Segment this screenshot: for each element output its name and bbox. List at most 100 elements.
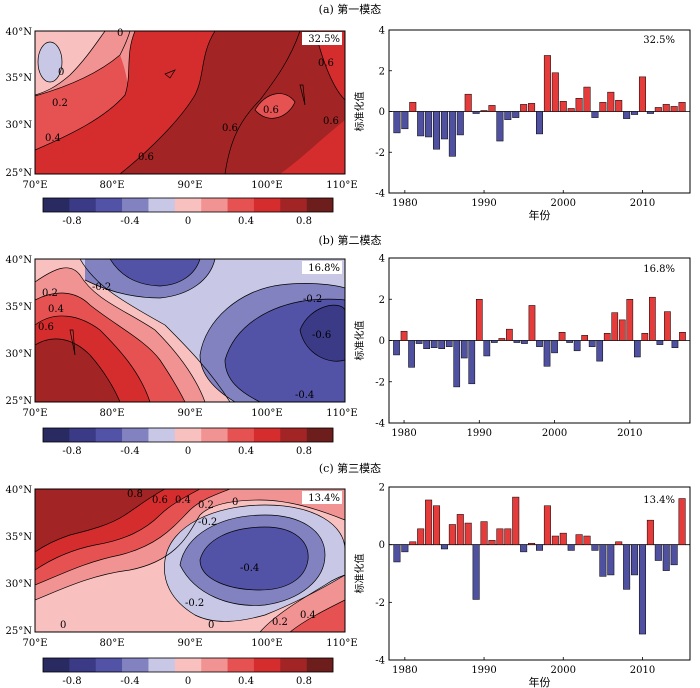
colorbar-tick: 0.4: [238, 676, 254, 687]
contour-label: 0: [60, 620, 66, 631]
colorbar-swatch: [122, 198, 149, 212]
colorbar-swatch: [174, 658, 202, 672]
map-c-field-se2: [290, 600, 345, 632]
bar: [520, 104, 528, 112]
bar: [440, 544, 448, 550]
colorbar-frame: [42, 427, 334, 443]
colorbar-tick: -0.8: [62, 216, 81, 227]
bar: [433, 111, 441, 150]
map-xtick: 110°E: [326, 408, 357, 419]
plot-frame: [388, 486, 691, 661]
map-xtick: 90°E: [177, 638, 202, 649]
bar: [409, 541, 417, 545]
panel-b: (b) 第二模态: [6, 233, 691, 457]
colorbar-swatch: [43, 428, 70, 442]
bar: [448, 524, 456, 545]
x-tick-label: 1990: [467, 428, 492, 439]
colorbar-swatch: [253, 658, 281, 672]
map-b: -0.2 -0.2 0.2 0.4 0.6 -0.6 -0.4 16.8% 40…: [6, 255, 358, 419]
contour-label: 0.4: [300, 610, 316, 621]
bar: [633, 340, 641, 358]
contour-label: 0.4: [175, 495, 191, 506]
panel-b-title: (b) 第二模态: [318, 233, 381, 247]
bar: [468, 340, 476, 385]
map-b-xticks: 70°E 80°E 90°E 100°E 110°E: [22, 408, 357, 419]
map-c-xticks: 70°E 80°E 90°E 100°E 110°E: [22, 638, 357, 649]
colorbar-tick: 0: [185, 676, 191, 687]
bar: [607, 91, 615, 112]
colorbar-swatch: [280, 198, 307, 212]
colorbar-swatch: [227, 428, 255, 442]
bar: [596, 340, 604, 362]
contour-label: 0: [117, 28, 123, 39]
y-tick-label: -2: [375, 377, 385, 388]
colorbar-swatch: [280, 428, 307, 442]
map-a-field-core: [120, 31, 300, 174]
bar: [543, 340, 551, 367]
colorbar-swatch: [174, 198, 202, 212]
contour-label: 0.6: [138, 152, 154, 163]
colorbar-tick: -0.4: [120, 446, 139, 457]
map-ytick: 25°N: [6, 626, 33, 637]
bar: [559, 101, 567, 112]
map-xtick: 90°E: [177, 408, 202, 419]
bar: [408, 340, 415, 368]
bar: [551, 340, 558, 354]
bar: [566, 340, 573, 343]
map-ytick: 30°N: [6, 579, 33, 590]
colorbar-swatch: [43, 198, 70, 212]
map-ytick: 25°N: [6, 168, 33, 179]
y-tick-label: 0: [379, 540, 385, 551]
colorbar-tick: 0.4: [238, 446, 254, 457]
contour-label: 0.2: [52, 98, 68, 109]
bar: [662, 104, 670, 112]
colorbar-swatch: [95, 428, 123, 442]
bar: [448, 111, 456, 157]
x-tick-label: 1980: [391, 428, 416, 439]
contour-label: 0.6: [222, 123, 238, 134]
map-c-yticks: 40°N 35°N 30°N 25°N: [6, 485, 33, 637]
map-b-field-pos08: [35, 338, 120, 402]
bar: [409, 102, 417, 112]
bar: [603, 333, 611, 341]
map-xtick: 80°E: [99, 638, 124, 649]
contour-label: -0.4: [240, 563, 259, 574]
bar: [638, 76, 646, 112]
bar: [393, 111, 401, 134]
contour-label: 0: [58, 67, 64, 78]
map-c: 0.8 0.6 0.4 0.2 0 -0.2 -0.4 -0.2 0.2 0.4…: [6, 485, 358, 649]
map-a-variance: 32.5%: [308, 34, 340, 45]
bar: [400, 330, 408, 341]
contour-label: -0.6: [312, 330, 331, 341]
x-tick-label: 2000: [542, 428, 567, 439]
contour-label: 0.6: [152, 495, 168, 506]
bar: [472, 111, 480, 114]
bar: [551, 72, 559, 112]
colorbar-a: -0.8 -0.4 0 0.4 0.8: [42, 197, 334, 227]
bar: [558, 332, 566, 341]
bar: [591, 544, 599, 551]
panel-c: (c) 第三模态: [6, 461, 691, 688]
bar: [506, 328, 513, 341]
bar: [528, 305, 536, 341]
colorbar-swatch: [69, 658, 97, 672]
map-a: 0 0 0.2 0.4 0.6 0.6 0.6 0.6 0.6 32.5% 40…: [6, 27, 358, 191]
bar: [460, 340, 468, 359]
contour-label: 0.2: [272, 617, 288, 628]
bar: [575, 98, 583, 112]
y-tick-label: 2: [379, 483, 385, 494]
bar: [438, 340, 446, 349]
x-axis-label: 年份: [529, 208, 551, 222]
colorbar-swatch: [69, 428, 97, 442]
bar: [433, 505, 441, 545]
bar: [425, 499, 433, 545]
bar: [623, 111, 631, 119]
bar: [581, 335, 588, 341]
colorbar-swatch: [95, 658, 123, 672]
colorbar-tick: -0.4: [120, 676, 139, 687]
bar: [583, 86, 591, 112]
map-a-field-local: [255, 93, 295, 119]
x-tick-label: 1990: [471, 665, 496, 676]
bar: [480, 521, 488, 545]
